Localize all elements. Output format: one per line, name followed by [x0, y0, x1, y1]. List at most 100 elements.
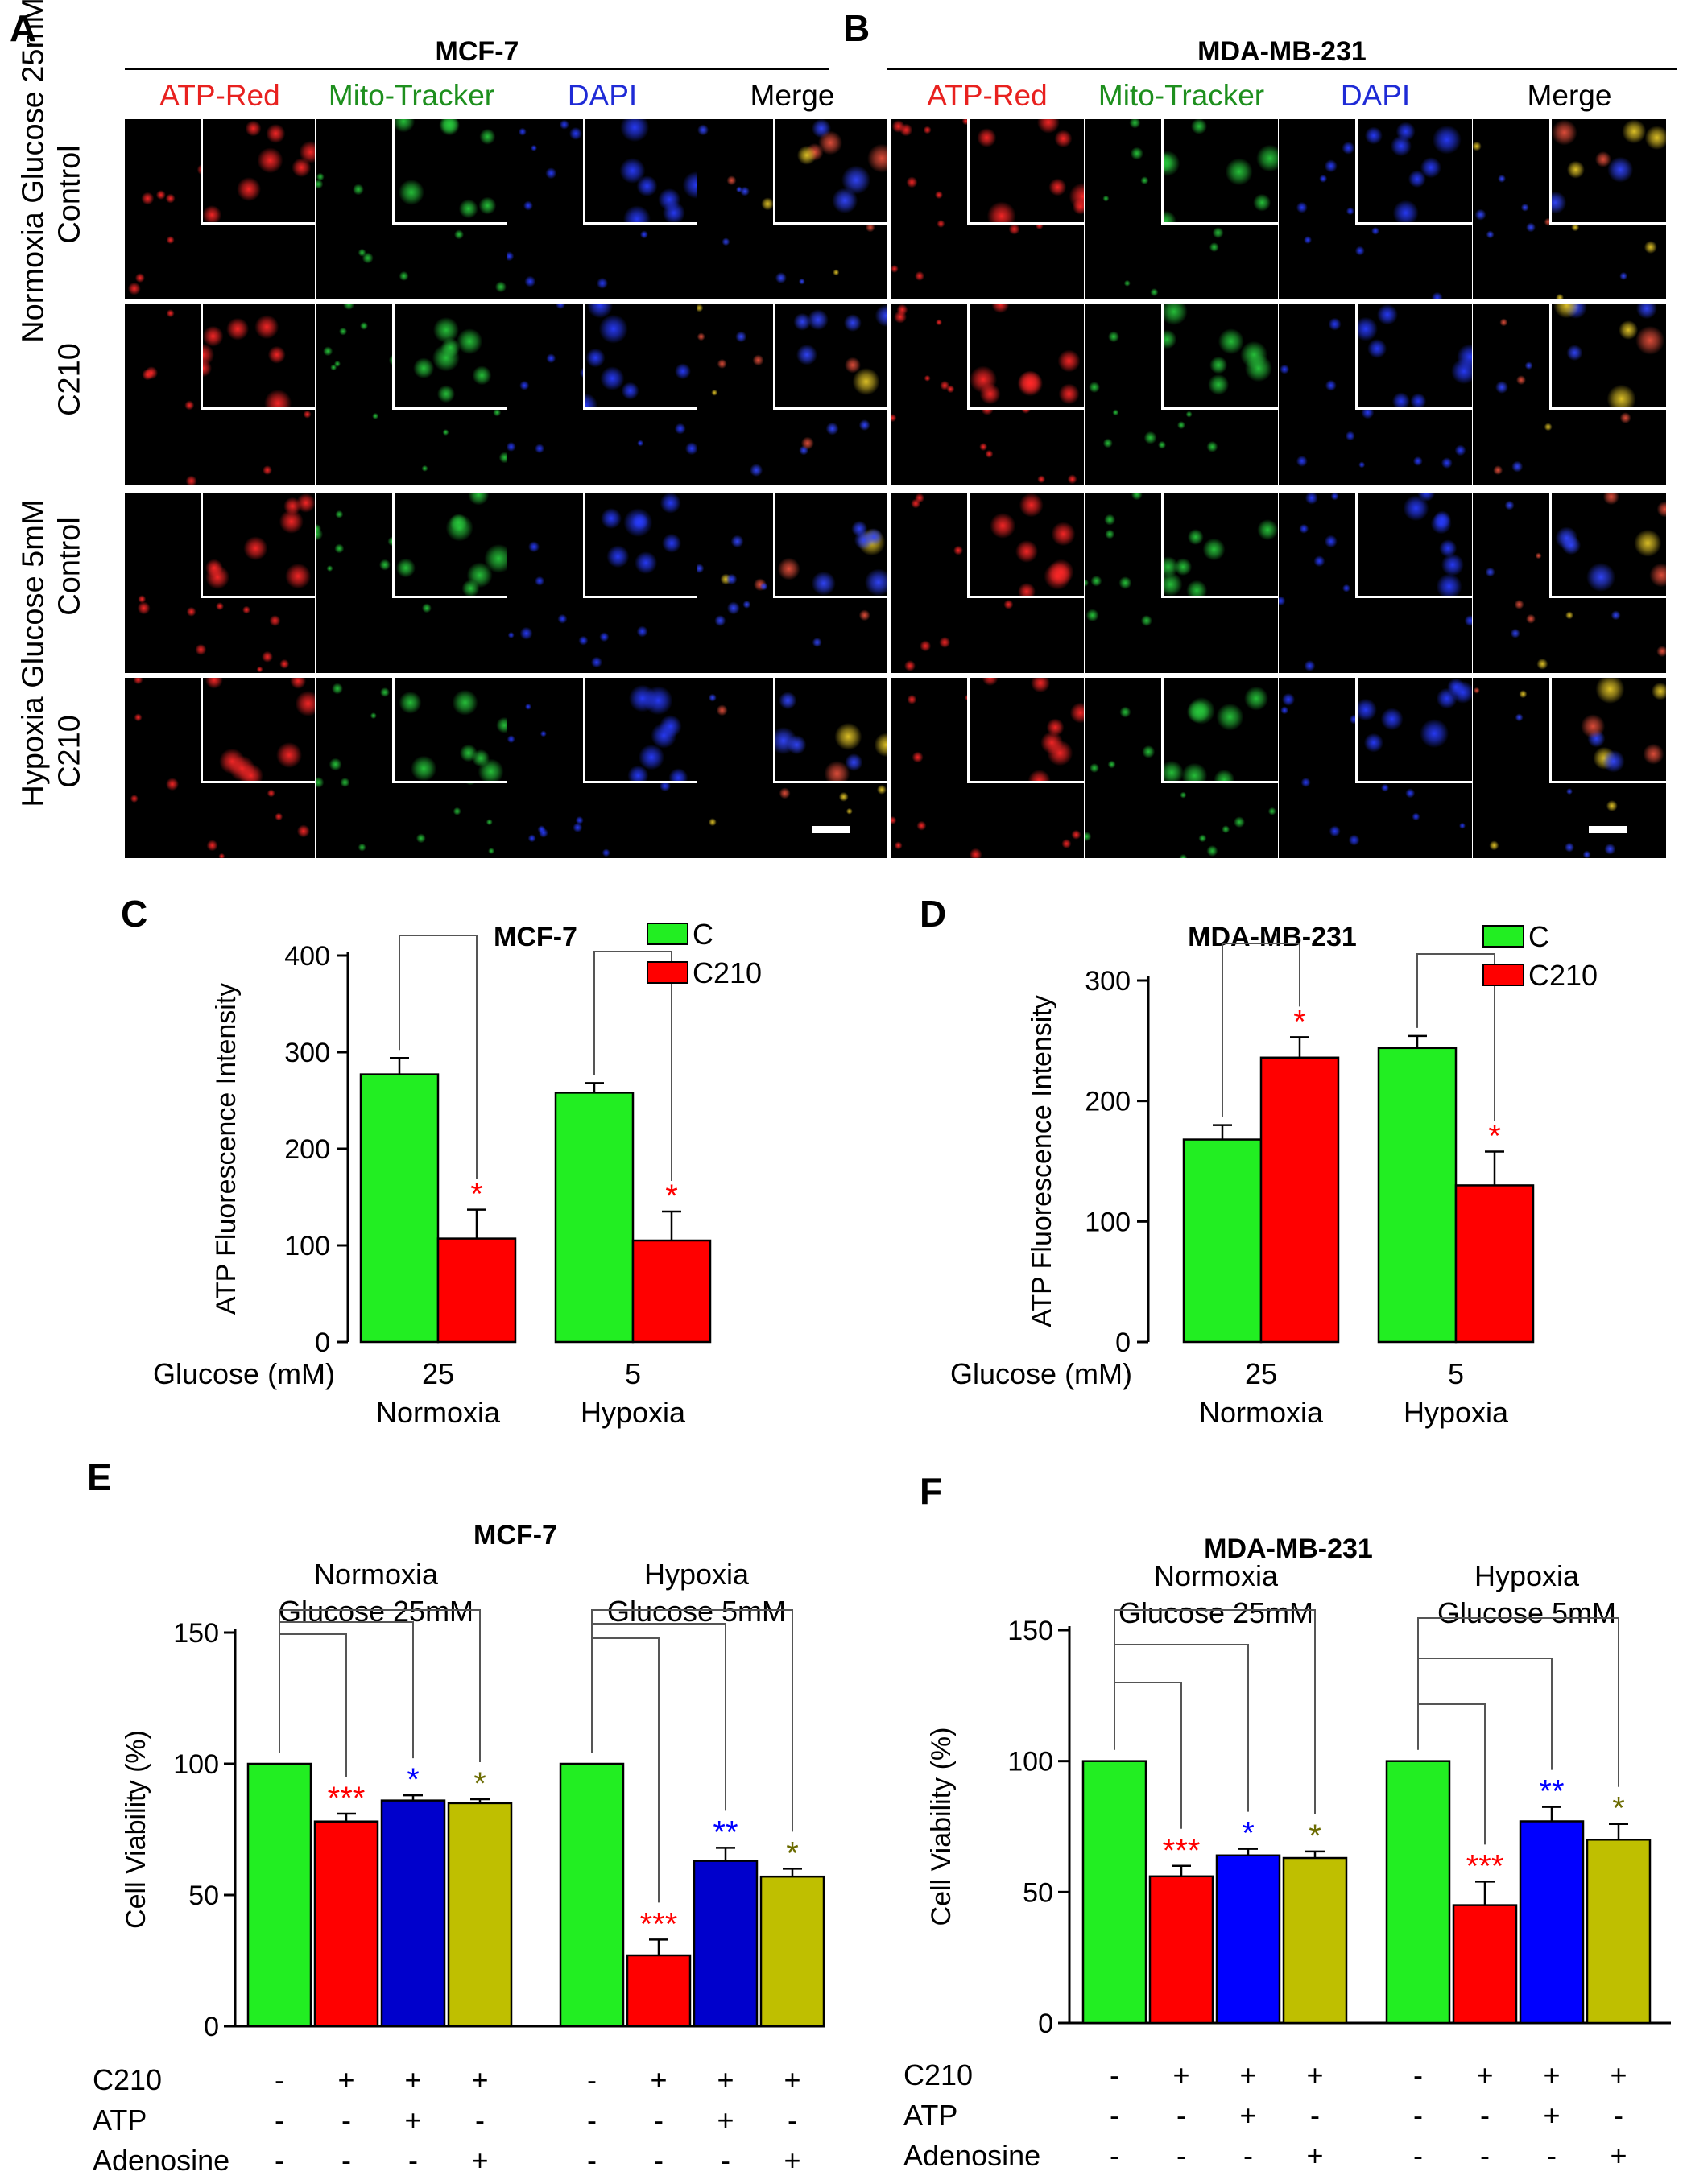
bar-c210-5	[1454, 1184, 1535, 1344]
treatment-sign: -	[721, 2144, 730, 2177]
y-tick-label: 0	[1038, 2009, 1053, 2039]
micrograph-right-r2-mito-tracker	[1085, 304, 1278, 485]
treatment-sign: +	[1239, 2099, 1256, 2132]
micrograph-inset	[201, 678, 315, 783]
y-tick-label: 50	[1023, 1877, 1053, 1908]
significance-bracket	[591, 1609, 793, 1832]
significance-bracket	[279, 1633, 347, 1777]
treatment-sign: +	[1543, 2058, 1560, 2091]
scale-bar	[1589, 826, 1627, 833]
micrograph-inset	[1549, 304, 1666, 410]
y-axis-label: Cell Viability (%)	[121, 1730, 151, 1929]
treatment-sign: -	[654, 2103, 664, 2137]
y-tick-label: 0	[1115, 1327, 1131, 1358]
micrograph-left-r2-mito-tracker	[316, 304, 507, 485]
micrograph-left-r2-dapi	[507, 304, 697, 485]
micrograph-left-r1-dapi	[507, 119, 697, 299]
y-tick-label: 200	[284, 1134, 330, 1165]
group-label: Hypoxia	[644, 1558, 750, 1591]
micrograph-right-r1-merge	[1473, 119, 1666, 299]
micrograph-inset	[1549, 678, 1666, 783]
micrograph-inset	[1355, 304, 1472, 410]
channel-label-dapi-left: DAPI	[567, 79, 638, 112]
significance-marker: ***	[328, 1781, 366, 1816]
micrograph-left-r2-merge	[697, 304, 887, 485]
y-tick-label: 100	[173, 1749, 219, 1780]
category-label: 5	[1448, 1357, 1464, 1390]
legend-swatch-c	[647, 923, 688, 945]
significance-bracket	[1417, 1617, 1619, 1787]
channel-label-merge-right: Merge	[1527, 79, 1612, 112]
treatment-sign: -	[1176, 2139, 1186, 2172]
bar-hypoxia-4	[1586, 1839, 1652, 2025]
row-label-hypoxia: Hypoxia Glucose 5mM	[16, 499, 51, 807]
treatment-label-adenosine: Adenosine	[903, 2139, 1040, 2172]
micrograph-inset	[1549, 119, 1666, 225]
micrograph-inset	[1161, 678, 1278, 783]
micrograph-inset	[201, 119, 315, 225]
y-tick-label: 200	[1085, 1087, 1131, 1117]
x-axis-label: Glucose (mM)	[950, 1357, 1132, 1390]
significance-marker: ***	[1466, 1848, 1504, 1884]
row-label-c210-1: C210	[52, 343, 87, 416]
significance-marker: ***	[1163, 1833, 1201, 1868]
microscopy-title-right: MDA-MB-231	[1197, 36, 1367, 67]
treatment-sign: -	[1413, 2139, 1423, 2172]
treatment-sign: +	[471, 2144, 488, 2177]
microscopy-title-left: MCF-7	[435, 36, 519, 67]
legend-swatch-c210	[647, 961, 688, 984]
y-axis-label: ATP Fluorescence Intensity	[1027, 995, 1057, 1327]
group-label: Normoxia	[1154, 1559, 1279, 1592]
micrograph-inset	[773, 678, 887, 783]
treatment-sign: +	[471, 2063, 488, 2096]
bar-normoxia-2	[313, 1820, 379, 2028]
treatment-sign: -	[1614, 2099, 1623, 2132]
group-label: Glucose 5mM	[1437, 1596, 1616, 1629]
legend-label-c210: C210	[1528, 959, 1598, 992]
y-tick-label: 0	[315, 1327, 330, 1358]
y-tick-label: 50	[188, 1881, 219, 1911]
treatment-sign: -	[1547, 2139, 1557, 2172]
x-axis-label: Glucose (mM)	[153, 1357, 335, 1390]
micrograph-inset	[967, 678, 1084, 783]
channel-label-dapi-right: DAPI	[1340, 79, 1411, 112]
micrograph-right-r4-dapi	[1279, 678, 1472, 858]
bar-c210-25	[436, 1237, 517, 1344]
treatment-sign: +	[784, 2144, 800, 2177]
micrograph-inset	[392, 678, 507, 783]
channel-label-atp-red-left: ATP-Red	[159, 79, 280, 112]
treatment-sign: -	[1413, 2099, 1423, 2132]
micrograph-right-r3-dapi	[1279, 493, 1472, 673]
treatment-sign: +	[784, 2063, 800, 2096]
treatment-label-atp: ATP	[93, 2103, 147, 2137]
y-axis-label: ATP Fluorescence Intensity	[211, 983, 242, 1315]
treatment-sign: -	[275, 2144, 284, 2177]
treatment-sign: +	[404, 2063, 421, 2096]
legend-label-c: C	[1528, 920, 1549, 953]
micrograph-inset	[1549, 493, 1666, 598]
significance-marker: *	[1242, 1816, 1255, 1852]
micrograph-left-r3-atp-red	[125, 493, 315, 673]
chart-title: MDA-MB-231	[1204, 1534, 1373, 1564]
micrograph-inset	[1355, 678, 1472, 783]
treatment-sign: +	[1239, 2058, 1256, 2091]
row-label-normoxia: Normoxia Glucose 25mM	[16, 0, 51, 343]
significance-marker: *	[407, 1762, 420, 1798]
micrograph-right-r3-atp-red	[891, 493, 1084, 673]
treatment-sign: -	[1310, 2099, 1320, 2132]
group-label: Normoxia	[314, 1558, 439, 1591]
treatment-sign: -	[275, 2103, 284, 2137]
significance-bracket	[1222, 943, 1300, 1117]
category-label: 25	[422, 1357, 454, 1390]
micrograph-left-r1-mito-tracker	[316, 119, 507, 299]
treatment-sign: +	[1476, 2058, 1493, 2091]
micrograph-right-r2-dapi	[1279, 304, 1472, 485]
title-underline-left	[125, 68, 829, 70]
category-sublabel: Normoxia	[376, 1396, 501, 1429]
category-label: 25	[1245, 1357, 1277, 1390]
bar-normoxia-3	[1215, 1854, 1281, 2025]
micrograph-inset	[773, 119, 887, 225]
treatment-sign: -	[275, 2063, 284, 2096]
